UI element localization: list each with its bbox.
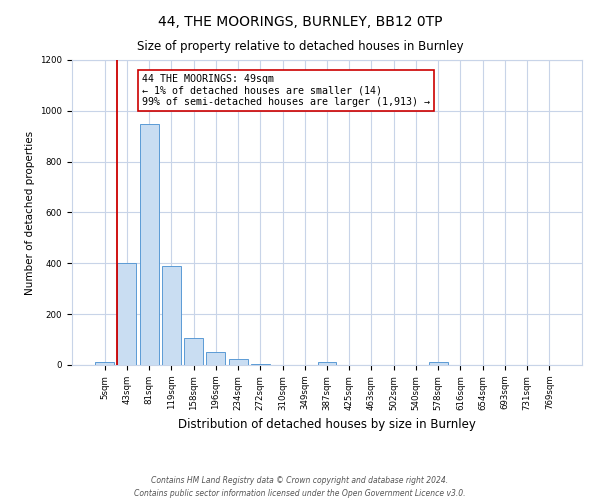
Bar bbox=[140, 124, 158, 365]
Bar bbox=[95, 362, 114, 365]
Bar bbox=[184, 338, 203, 365]
Bar bbox=[229, 360, 248, 365]
Bar bbox=[206, 352, 225, 365]
X-axis label: Distribution of detached houses by size in Burnley: Distribution of detached houses by size … bbox=[178, 418, 476, 431]
Bar bbox=[251, 364, 270, 365]
Y-axis label: Number of detached properties: Number of detached properties bbox=[25, 130, 35, 294]
Text: Contains HM Land Registry data © Crown copyright and database right 2024.
Contai: Contains HM Land Registry data © Crown c… bbox=[134, 476, 466, 498]
Bar bbox=[317, 362, 337, 365]
Bar bbox=[429, 362, 448, 365]
Bar bbox=[118, 264, 136, 365]
Text: 44 THE MOORINGS: 49sqm
← 1% of detached houses are smaller (14)
99% of semi-deta: 44 THE MOORINGS: 49sqm ← 1% of detached … bbox=[142, 74, 430, 107]
Bar bbox=[162, 266, 181, 365]
Text: 44, THE MOORINGS, BURNLEY, BB12 0TP: 44, THE MOORINGS, BURNLEY, BB12 0TP bbox=[158, 15, 442, 29]
Text: Size of property relative to detached houses in Burnley: Size of property relative to detached ho… bbox=[137, 40, 463, 53]
